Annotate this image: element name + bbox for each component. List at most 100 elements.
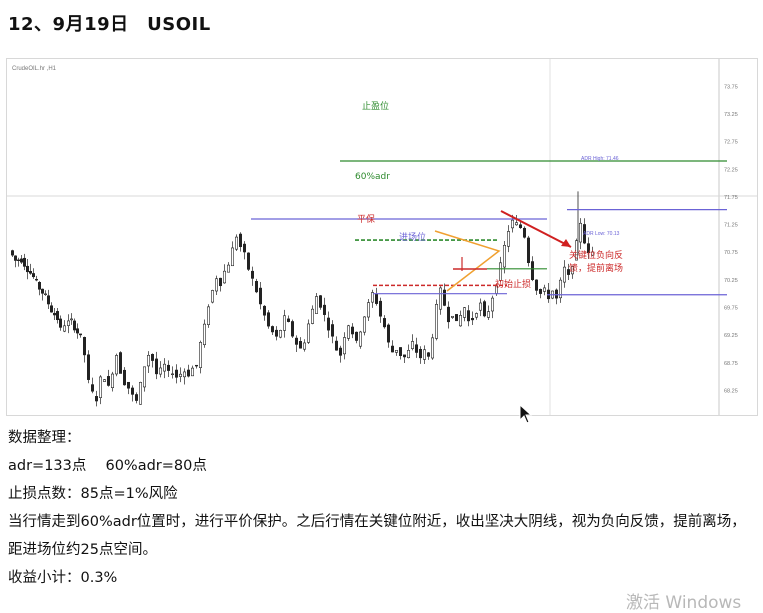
candle-body (338, 347, 342, 356)
candle-body (123, 369, 127, 386)
candle-body (290, 321, 294, 337)
candle-body (155, 358, 159, 375)
candle-body (426, 352, 430, 357)
exit-arrow (500, 210, 572, 248)
candle-body (255, 281, 259, 293)
price-axis-tick: 73.25 (724, 112, 738, 118)
triangle-pattern (434, 230, 501, 292)
candle-body (514, 222, 518, 226)
candle-body (558, 279, 562, 299)
candle-body (450, 315, 454, 318)
notes-section: 数据整理： adr=133点 60%adr=80点 止损点数：85点=1%风险 … (8, 424, 756, 592)
candle-body (199, 342, 203, 368)
candle-body (358, 331, 362, 347)
profit-line: 收益小计：0.3% (8, 570, 118, 586)
candle-body (119, 352, 123, 374)
candle-body (55, 311, 59, 321)
candle-body (534, 279, 538, 291)
price-axis-tick: 68.25 (724, 388, 738, 394)
candle-body (46, 295, 50, 305)
candle-body (398, 347, 402, 356)
trade-paragraph: 当行情走到60%adr位置时，进行平价保护。之后行情在关键位附近，收出坚决大阴线… (8, 514, 746, 558)
candle-body (286, 318, 290, 322)
candle-body (20, 258, 24, 263)
candle-body (506, 231, 510, 247)
candle-body (167, 364, 171, 371)
candle-body (247, 252, 251, 270)
price-axis-tick: 73.75 (724, 84, 738, 90)
candle-body (334, 340, 338, 351)
trade-markup (434, 210, 572, 292)
candle-body (386, 324, 390, 343)
candle-body (69, 318, 73, 321)
candle-body (438, 287, 442, 310)
candle-body (366, 302, 370, 318)
candle-body (298, 341, 302, 349)
candle-body (418, 348, 422, 359)
exit-note-line1: 关键位负向反 (569, 249, 623, 261)
candle-body (139, 382, 143, 405)
candle-body (578, 222, 582, 243)
candle-body (322, 304, 326, 315)
candle-body (394, 350, 398, 353)
candle-body (510, 219, 514, 229)
stop-loss-line: 止损点数：85点=1%风险 (8, 486, 178, 502)
candle-body (17, 259, 21, 262)
candle-body (111, 373, 115, 388)
candle-body (203, 323, 207, 346)
candle-body (478, 302, 482, 311)
candle-body (207, 306, 211, 325)
candle-body (179, 373, 183, 377)
candle-body (22, 257, 26, 267)
candle-body (31, 273, 35, 278)
candle-body (326, 317, 330, 331)
candle-body (227, 264, 231, 273)
candle-body (58, 318, 62, 328)
candle-body (454, 314, 458, 322)
candle-body (306, 323, 310, 343)
candle-body (151, 353, 155, 361)
candle-body (28, 271, 32, 274)
exit-arrowhead (561, 239, 571, 247)
candle-body (274, 329, 278, 337)
initial-stop-label: 初始止损 (495, 278, 531, 290)
price-axis-tick: 70.75 (724, 250, 738, 256)
candle-body (486, 311, 490, 318)
candle-body (107, 376, 111, 386)
candle-body (103, 379, 107, 382)
candles-series (11, 191, 594, 407)
price-axis-tick: 69.25 (724, 333, 738, 339)
price-chart: CrudeOIL.hr ,H1 73.75 73.25 72.75 72.25 71.7… (6, 58, 758, 416)
candle-body (73, 320, 77, 331)
candle-body (362, 316, 366, 333)
candle-body (330, 324, 334, 337)
candle-body (147, 354, 151, 367)
candle-body (294, 337, 298, 345)
candle-body (414, 344, 418, 353)
candle-body (342, 337, 346, 355)
candle-body (410, 341, 414, 349)
candle-body (135, 394, 139, 401)
notes-heading: 数据整理： (8, 430, 81, 446)
candle-body (25, 265, 29, 273)
price-axis-tick: 71.25 (724, 223, 738, 229)
candle-body (302, 342, 306, 350)
candle-body (422, 349, 426, 360)
candle-body (171, 373, 175, 375)
price-axis-tick: 70.25 (724, 278, 738, 284)
candle-body (346, 325, 350, 339)
candle-body (52, 312, 56, 316)
candle-body (370, 292, 374, 303)
entry-label: 进场位 (399, 231, 426, 243)
candle-body (402, 354, 406, 358)
candle-body (538, 288, 542, 294)
candle-body (318, 295, 322, 308)
candle-body (195, 364, 199, 367)
candle-body (270, 326, 274, 333)
candle-body (390, 345, 394, 353)
candle-body (586, 243, 590, 253)
candle-body (310, 308, 314, 324)
candle-body (526, 237, 530, 264)
page-title: 12、9月19日 USOIL (8, 14, 211, 35)
mouse-cursor-icon (519, 404, 533, 424)
